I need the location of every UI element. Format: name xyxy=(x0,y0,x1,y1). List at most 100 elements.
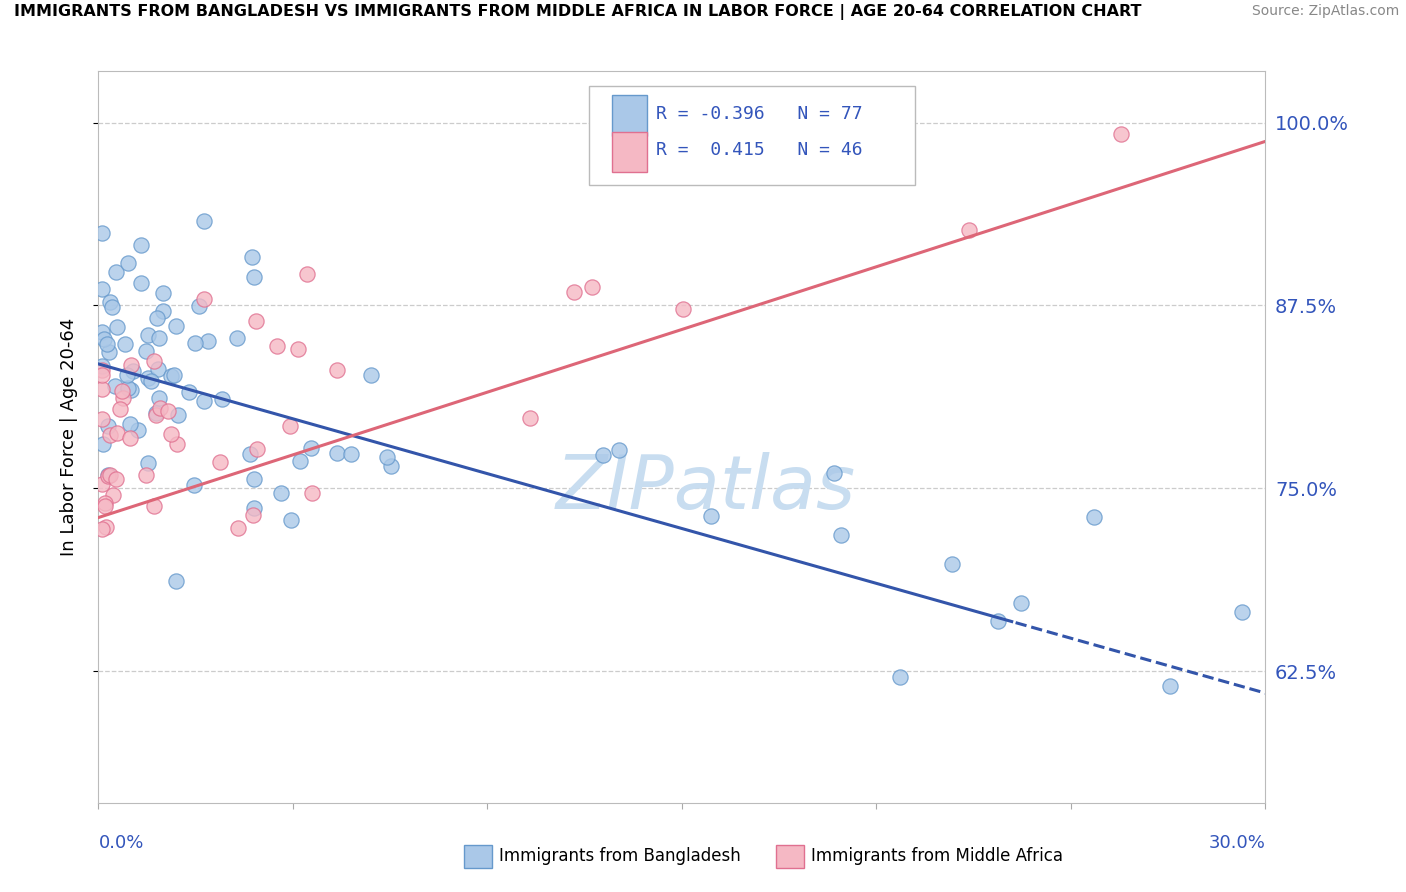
Point xyxy=(211,392,233,406)
Point xyxy=(91,325,114,339)
Point xyxy=(280,513,302,527)
Point xyxy=(823,467,845,481)
Point xyxy=(97,468,120,483)
Point xyxy=(889,670,911,684)
Point xyxy=(287,342,309,356)
Point xyxy=(129,277,152,291)
Point xyxy=(91,227,114,241)
Point xyxy=(301,486,323,500)
Point xyxy=(197,334,219,348)
Point xyxy=(136,456,159,470)
Point xyxy=(245,314,267,328)
Point xyxy=(127,423,149,437)
Point xyxy=(375,450,398,464)
Point xyxy=(105,319,128,334)
Point xyxy=(290,454,312,468)
Point xyxy=(98,427,121,442)
Y-axis label: In Labor Force | Age 20-64: In Labor Force | Age 20-64 xyxy=(59,318,77,557)
Point xyxy=(188,299,211,313)
Point xyxy=(380,459,402,474)
Point xyxy=(160,369,183,384)
Point xyxy=(91,363,114,377)
Point xyxy=(243,501,266,516)
Point xyxy=(1232,605,1254,619)
Text: R = -0.396   N = 77: R = -0.396 N = 77 xyxy=(657,104,863,123)
Point xyxy=(266,339,288,353)
Point xyxy=(93,495,115,509)
Text: ZIPatlas: ZIPatlas xyxy=(555,452,855,524)
Point xyxy=(193,213,215,227)
Bar xyxy=(612,95,647,136)
Point xyxy=(671,301,693,316)
Point xyxy=(167,409,190,423)
Point xyxy=(326,446,349,460)
Text: Immigrants from Bangladesh: Immigrants from Bangladesh xyxy=(499,847,741,865)
Point xyxy=(160,426,183,441)
Point xyxy=(146,310,169,325)
Point xyxy=(143,499,166,513)
Point xyxy=(1111,128,1133,142)
Point xyxy=(118,417,141,432)
Point xyxy=(91,359,114,374)
Text: 0.0%: 0.0% xyxy=(98,834,143,852)
Point xyxy=(93,332,115,346)
Point xyxy=(114,336,136,351)
Point xyxy=(592,448,614,462)
Point xyxy=(120,358,142,372)
Point xyxy=(225,331,247,345)
Point xyxy=(117,255,139,269)
Point xyxy=(111,384,134,399)
Point xyxy=(110,401,132,416)
Point xyxy=(105,472,128,486)
Point xyxy=(299,441,322,455)
Point xyxy=(105,265,128,279)
Point xyxy=(129,238,152,252)
Point xyxy=(278,419,301,434)
Point xyxy=(91,522,114,536)
Point xyxy=(149,401,172,415)
Point xyxy=(105,425,128,440)
Point xyxy=(122,364,145,378)
Point xyxy=(295,267,318,281)
Point xyxy=(165,574,187,588)
Point xyxy=(1159,679,1181,693)
Point xyxy=(941,557,963,571)
FancyBboxPatch shape xyxy=(589,86,915,185)
Point xyxy=(1010,596,1032,610)
Text: Immigrants from Middle Africa: Immigrants from Middle Africa xyxy=(811,847,1063,865)
Point xyxy=(581,280,603,294)
Point xyxy=(101,300,124,314)
Point xyxy=(165,318,187,333)
Point xyxy=(830,528,852,542)
Point xyxy=(135,468,157,483)
Point xyxy=(96,337,118,351)
Point xyxy=(148,362,170,376)
Point xyxy=(243,270,266,285)
Point xyxy=(98,295,121,310)
Point xyxy=(166,437,188,451)
Point xyxy=(148,331,170,345)
Point xyxy=(142,353,165,368)
Point xyxy=(360,368,382,382)
Point xyxy=(93,499,115,513)
Point xyxy=(562,285,585,300)
Point xyxy=(957,223,980,237)
Point xyxy=(193,393,215,408)
Point xyxy=(987,614,1010,628)
Point xyxy=(91,368,114,382)
Text: R =  0.415   N = 46: R = 0.415 N = 46 xyxy=(657,141,863,160)
Point xyxy=(98,468,121,483)
Point xyxy=(240,250,263,264)
Point xyxy=(607,442,630,457)
Point xyxy=(183,478,205,492)
Point xyxy=(145,406,167,420)
Point xyxy=(193,292,215,306)
Point xyxy=(91,281,114,295)
Point xyxy=(208,455,231,469)
Point xyxy=(270,486,292,500)
Point xyxy=(519,410,541,425)
Point xyxy=(699,508,721,523)
Point xyxy=(152,304,174,318)
Point xyxy=(104,378,127,392)
Text: 30.0%: 30.0% xyxy=(1209,834,1265,852)
